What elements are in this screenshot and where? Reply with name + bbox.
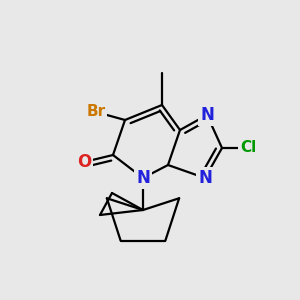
Text: Br: Br	[86, 104, 106, 119]
Text: N: N	[198, 169, 212, 187]
Text: O: O	[77, 153, 91, 171]
Text: N: N	[200, 106, 214, 124]
Text: N: N	[136, 169, 150, 187]
Text: Cl: Cl	[240, 140, 256, 155]
